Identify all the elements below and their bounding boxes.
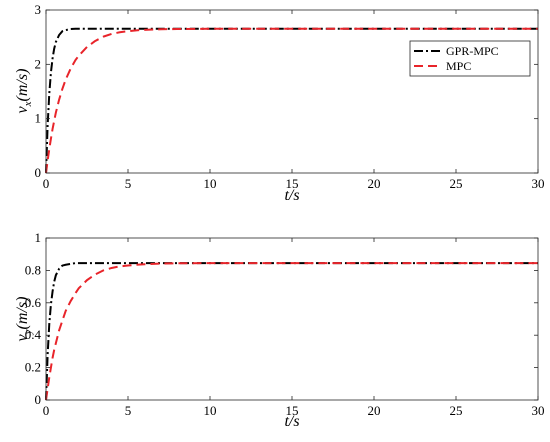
y-tick-label: 0.4 [25, 327, 42, 342]
y-tick-label: 0 [35, 165, 42, 180]
y-tick-label: 1 [35, 230, 42, 245]
y-tick-label: 2 [35, 56, 42, 71]
x-tick-label: 10 [204, 403, 217, 418]
y-tick-label: 0.2 [25, 360, 41, 375]
y-tick-label: 0 [35, 392, 42, 407]
legend-box [409, 40, 531, 77]
chart-panel-2: 0 5 10 15 20 25 30 0 0.2 0.4 0.6 0.8 1 t/s vy(m/s) [14, 230, 545, 430]
legend-label-mpc: MPC [446, 59, 471, 73]
plot-area [46, 10, 538, 173]
y-axis-label: vx(m/s) [14, 69, 34, 114]
x-tick-label: 5 [125, 176, 132, 191]
y-axis-label: vy(m/s) [14, 297, 34, 342]
series-line-mpc [45, 27, 538, 174]
series-line-gpr-mpc [45, 27, 538, 174]
legend-label-gpr-mpc: GPR-MPC [446, 44, 499, 58]
x-tick-label: 20 [368, 403, 381, 418]
x-tick-label: 5 [125, 403, 132, 418]
x-axis-label: t/s [284, 187, 299, 204]
y-tick-label: 0.8 [25, 262, 41, 277]
x-tick-label: 10 [204, 176, 217, 191]
x-tick-label: 30 [532, 403, 545, 418]
x-axis-label: t/s [284, 413, 299, 430]
y-tick-label: 1 [35, 111, 42, 126]
series-line-mpc [45, 262, 538, 401]
x-tick-label: 20 [368, 176, 381, 191]
x-tick-label: 25 [450, 176, 463, 191]
x-tick-label: 30 [532, 176, 545, 191]
y-tick-label: 0.6 [25, 295, 42, 310]
x-tick-label: 0 [43, 176, 50, 191]
y-tick-label: 3 [35, 2, 42, 17]
x-tick-label: 15 [286, 176, 299, 191]
x-tick-label: 0 [43, 403, 50, 418]
x-tick-label: 25 [450, 403, 463, 418]
x-tick-label: 15 [286, 403, 299, 418]
